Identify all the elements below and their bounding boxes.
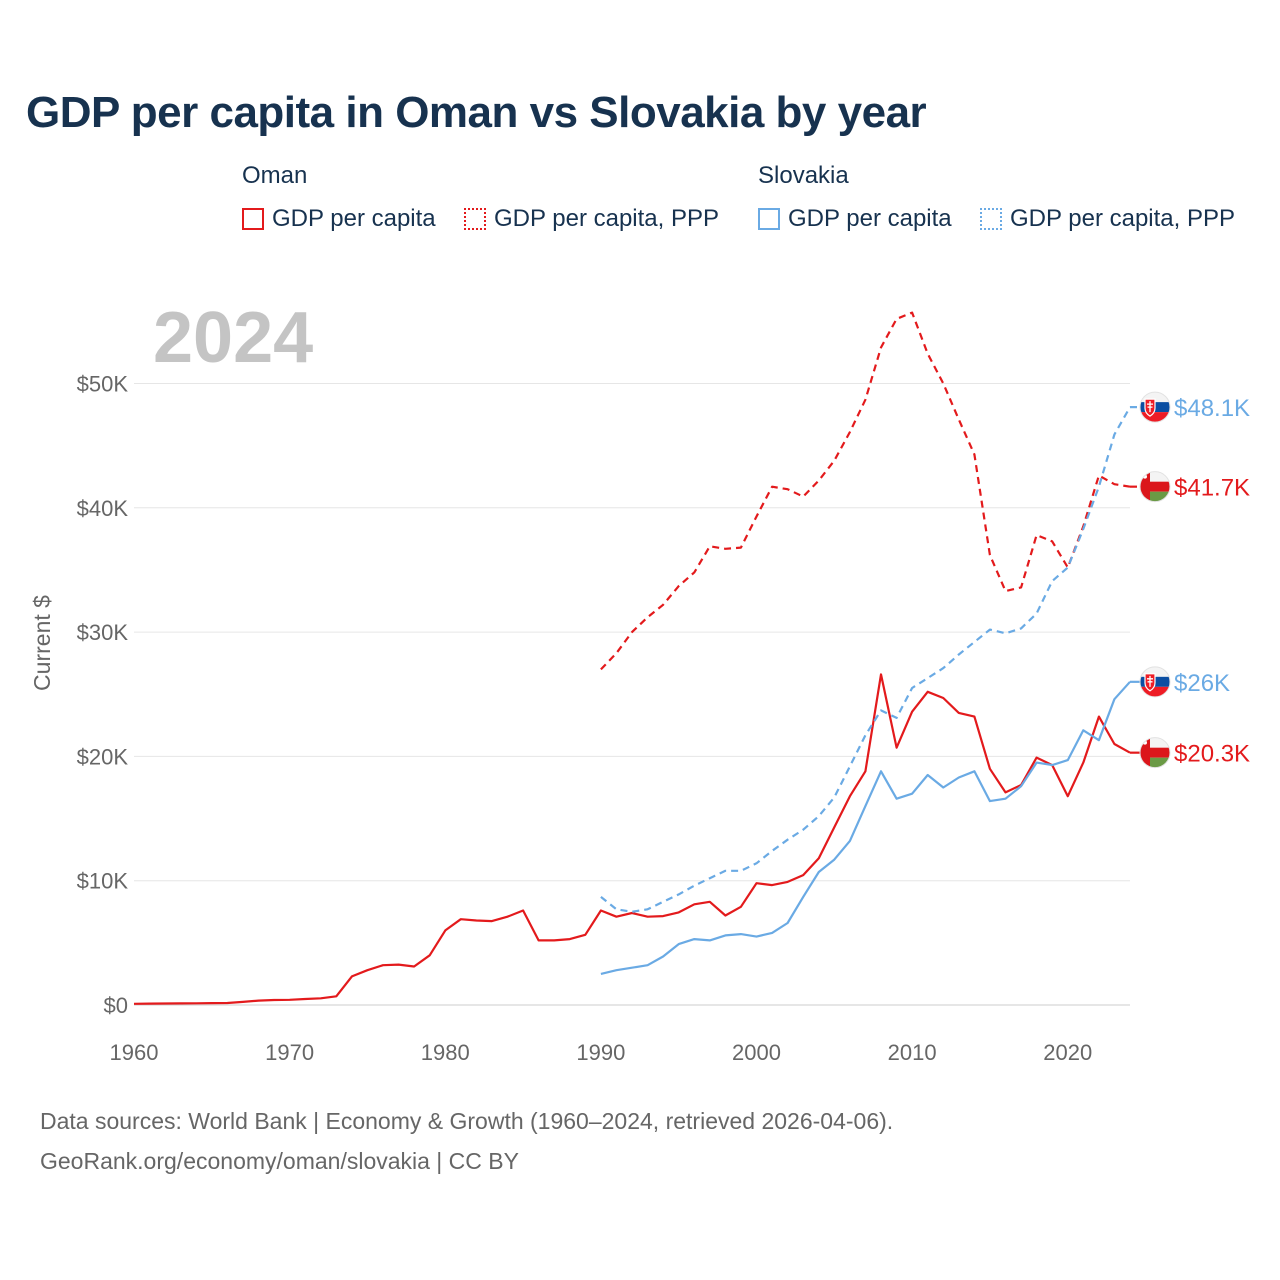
legend-label: GDP per capita, PPP — [1010, 205, 1235, 232]
x-tick-label: 1990 — [576, 1040, 625, 1065]
legend-label: GDP per capita, PPP — [494, 205, 719, 232]
slovakia-flag-icon — [1139, 666, 1171, 698]
y-tick-label: $40K — [77, 496, 129, 521]
legend-group-slovakia: Slovakia — [758, 162, 849, 189]
x-tick-label: 1980 — [421, 1040, 470, 1065]
end-value-label: $20.3K — [1174, 741, 1250, 768]
x-tick-label: 2000 — [732, 1040, 781, 1065]
legend-group-oman: Oman — [242, 162, 308, 189]
series-line-slovakia-gdp-per-capita-ppp[interactable] — [600, 406, 1131, 913]
end-value-label: $26K — [1174, 670, 1230, 697]
slovakia-flag-icon — [1139, 391, 1171, 423]
oman-flag-icon — [1139, 471, 1171, 503]
y-axis-label: Current $ — [29, 595, 55, 691]
y-tick-label: $20K — [77, 744, 129, 769]
y-tick-label: $50K — [77, 372, 129, 397]
legend-swatch-dotted-red — [464, 208, 486, 230]
legend-slovakia-gdp-ppp[interactable]: GDP per capita, PPP — [980, 204, 1235, 234]
oman-flag-icon — [1139, 737, 1171, 769]
legend-swatch-solid-red — [242, 208, 264, 230]
y-tick-label: $10K — [77, 869, 129, 894]
footer-attribution[interactable]: GeoRank.org/economy/oman/slovakia | CC B… — [40, 1148, 519, 1174]
series-line-oman-gdp-per-capita-ppp[interactable] — [600, 311, 1131, 671]
legend-swatch-dotted-blue — [980, 208, 1002, 230]
series-line-oman-gdp-per-capita[interactable] — [133, 673, 1131, 1005]
legend-oman-gdp-ppp[interactable]: GDP per capita, PPP — [464, 204, 719, 234]
end-value-label: $41.7K — [1174, 475, 1250, 502]
footer-sources: Data sources: World Bank | Economy & Gro… — [40, 1108, 894, 1134]
legend-oman-gdp[interactable]: GDP per capita — [242, 204, 436, 234]
legend-swatch-solid-blue — [758, 208, 780, 230]
legend-label: GDP per capita — [788, 205, 952, 232]
x-tick-label: 1970 — [265, 1040, 314, 1065]
legend-label: GDP per capita — [272, 205, 436, 232]
chart-title: GDP per capita in Oman vs Slovakia by ye… — [26, 88, 927, 137]
legend-slovakia-gdp[interactable]: GDP per capita — [758, 204, 952, 234]
y-tick-label: $0 — [104, 993, 128, 1018]
x-tick-label: 2020 — [1043, 1040, 1092, 1065]
y-tick-label: $30K — [77, 620, 129, 645]
end-value-label: $48.1K — [1174, 395, 1250, 422]
x-tick-label: 2010 — [888, 1040, 937, 1065]
series-line-slovakia-gdp-per-capita[interactable] — [600, 681, 1131, 975]
year-watermark: 2024 — [153, 298, 313, 378]
x-tick-label: 1960 — [110, 1040, 159, 1065]
